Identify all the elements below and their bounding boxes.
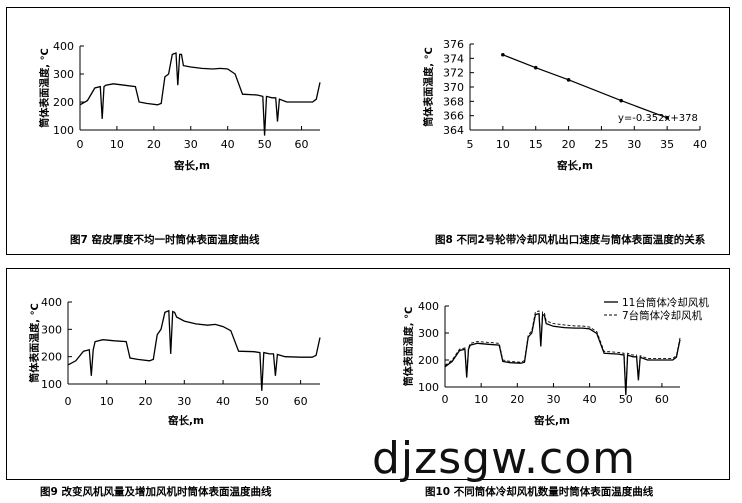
x-tick-label: 30 bbox=[627, 138, 641, 151]
x-tick-label: 60 bbox=[294, 395, 308, 408]
caption-fig7: 图7 窑皮厚度不均一时筒体表面温度曲线 bbox=[70, 234, 260, 246]
x-tick-label: 10 bbox=[474, 393, 488, 406]
data-point bbox=[533, 65, 538, 70]
x-tick-label: 0 bbox=[442, 393, 449, 406]
y-tick-label: 200 bbox=[53, 96, 74, 109]
x-axis-label: 窑长,m bbox=[534, 414, 570, 427]
y-tick-label: 300 bbox=[41, 323, 62, 336]
y-tick-label: 368 bbox=[443, 95, 464, 108]
x-tick-label: 25 bbox=[594, 138, 608, 151]
y-tick-label: 366 bbox=[443, 110, 464, 123]
x-tick-label: 15 bbox=[529, 138, 543, 151]
caption-fig8: 图8 不同2号轮带冷却风机出口速度与筒体表面温度的关系 bbox=[435, 234, 706, 246]
x-tick-label: 40 bbox=[693, 138, 707, 151]
x-tick-label: 10 bbox=[100, 395, 114, 408]
x-tick-label: 60 bbox=[655, 393, 669, 406]
x-tick-label: 30 bbox=[184, 138, 198, 151]
y-tick-label: 400 bbox=[418, 300, 439, 313]
y-axis-label: 筒体表面温度, ℃ bbox=[28, 303, 41, 382]
x-tick-label: 5 bbox=[467, 138, 474, 151]
x-tick-label: 30 bbox=[546, 393, 560, 406]
y-tick-label: 200 bbox=[41, 351, 62, 364]
y-tick-label: 376 bbox=[443, 38, 464, 51]
y-tick-label: 400 bbox=[53, 40, 74, 53]
series-line bbox=[67, 309, 321, 391]
y-tick-label: 100 bbox=[41, 378, 62, 391]
series-line bbox=[444, 310, 681, 393]
data-point bbox=[665, 116, 669, 120]
y-tick-label: 374 bbox=[443, 52, 464, 65]
x-tick-label: 50 bbox=[258, 138, 272, 151]
legend-label: 7台筒体冷却风机 bbox=[622, 309, 703, 322]
watermark: djzsgw.com bbox=[372, 433, 637, 484]
y-tick-label: 300 bbox=[418, 327, 439, 340]
regression-equation: y=-0.352x+378 bbox=[618, 113, 698, 124]
y-tick-label: 370 bbox=[443, 81, 464, 94]
x-tick-label: 0 bbox=[65, 395, 72, 408]
y-tick-label: 364 bbox=[443, 124, 464, 137]
x-tick-label: 50 bbox=[619, 393, 633, 406]
x-tick-label: 10 bbox=[110, 138, 124, 151]
x-tick-label: 20 bbox=[510, 393, 524, 406]
y-tick-label: 300 bbox=[53, 68, 74, 81]
data-point bbox=[501, 52, 505, 57]
x-tick-label: 60 bbox=[295, 138, 309, 151]
y-tick-label: 400 bbox=[41, 296, 62, 309]
x-tick-label: 40 bbox=[216, 395, 230, 408]
x-tick-label: 30 bbox=[177, 395, 191, 408]
legend-label: 11台筒体冷却风机 bbox=[622, 296, 709, 309]
y-axis-label: 筒体表面温度, ℃ bbox=[422, 47, 435, 126]
data-point bbox=[619, 98, 623, 103]
x-tick-label: 50 bbox=[255, 395, 269, 408]
x-tick-label: 35 bbox=[660, 138, 674, 151]
x-tick-label: 20 bbox=[562, 138, 576, 151]
x-tick-label: 20 bbox=[139, 395, 153, 408]
y-tick-label: 100 bbox=[53, 124, 74, 137]
x-tick-label: 40 bbox=[221, 138, 235, 151]
series-line bbox=[79, 52, 321, 136]
x-axis-label: 窑长,m bbox=[557, 159, 593, 172]
data-point bbox=[566, 78, 571, 82]
y-tick-label: 100 bbox=[418, 381, 439, 394]
x-axis-label: 窑长,m bbox=[168, 414, 204, 427]
y-tick-label: 200 bbox=[418, 354, 439, 367]
x-axis-label: 窑长,m bbox=[174, 159, 210, 172]
y-tick-label: 372 bbox=[443, 67, 464, 80]
series-line bbox=[444, 312, 681, 396]
y-axis-label: 筒体表面温度, ℃ bbox=[402, 307, 415, 386]
x-tick-label: 0 bbox=[77, 138, 84, 151]
caption-fig10: 图10 不同筒体冷却风机数量时筒体表面温度曲线 bbox=[425, 486, 654, 498]
x-tick-label: 40 bbox=[583, 393, 597, 406]
x-tick-label: 10 bbox=[496, 138, 510, 151]
y-axis-label: 筒体表面温度, ℃ bbox=[38, 48, 51, 127]
panel-top bbox=[6, 7, 730, 255]
x-tick-label: 20 bbox=[147, 138, 161, 151]
caption-fig9: 图9 改变风机风量及增加风机时筒体表面温度曲线 bbox=[40, 486, 272, 498]
panel-bottom bbox=[6, 268, 730, 480]
